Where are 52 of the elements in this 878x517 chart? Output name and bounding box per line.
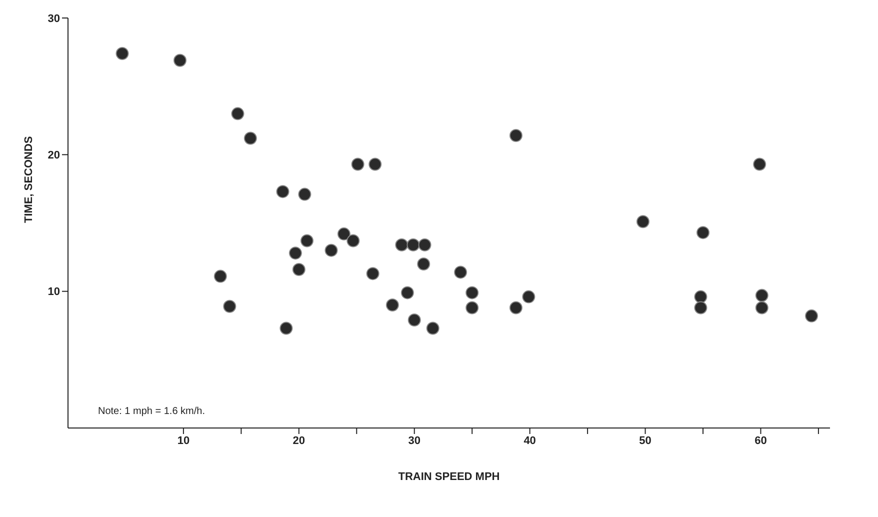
point <box>244 132 257 145</box>
point <box>522 290 536 304</box>
point <box>753 158 766 171</box>
x-tick-label: 40 <box>524 434 536 447</box>
point <box>280 322 293 335</box>
point <box>346 234 360 248</box>
point <box>509 301 522 314</box>
point <box>214 270 227 283</box>
point <box>400 286 414 300</box>
point <box>426 322 440 335</box>
y-tick-label: 10 <box>48 286 60 298</box>
point <box>406 238 420 252</box>
point <box>368 158 382 171</box>
point <box>805 309 818 322</box>
point <box>386 298 399 312</box>
annotation: Note: 1 mph = 1.6 km/h. <box>98 406 205 417</box>
point <box>116 47 129 60</box>
point <box>408 314 421 327</box>
point <box>696 226 710 240</box>
x-tick-label: 50 <box>639 434 652 447</box>
point <box>417 258 430 270</box>
point <box>366 267 380 280</box>
point <box>298 188 312 201</box>
point <box>300 234 314 248</box>
point <box>288 246 302 260</box>
point <box>694 301 708 314</box>
point <box>173 54 186 67</box>
point <box>337 227 350 240</box>
y-tick-label: 30 <box>48 12 60 25</box>
y-axis-title: TIME, SECONDS <box>22 136 35 223</box>
x-tick-label: 30 <box>408 434 420 447</box>
point <box>231 107 244 120</box>
point <box>351 158 364 171</box>
point <box>466 301 479 314</box>
x-axis-title: TRAIN SPEED MPH <box>398 471 500 483</box>
y-tick-label: 20 <box>48 150 60 162</box>
x-tick-label: 10 <box>177 434 190 447</box>
point <box>395 238 408 252</box>
point <box>509 129 522 142</box>
x-tick-label: 60 <box>754 434 767 447</box>
point <box>276 185 290 198</box>
point <box>292 262 306 276</box>
point <box>418 238 432 252</box>
point <box>454 266 468 279</box>
point <box>223 300 236 313</box>
point <box>324 244 338 257</box>
point <box>466 286 479 300</box>
point <box>755 288 768 302</box>
point <box>694 290 708 304</box>
x-tick-label: 20 <box>292 434 306 447</box>
point <box>755 301 768 314</box>
point <box>636 215 650 228</box>
